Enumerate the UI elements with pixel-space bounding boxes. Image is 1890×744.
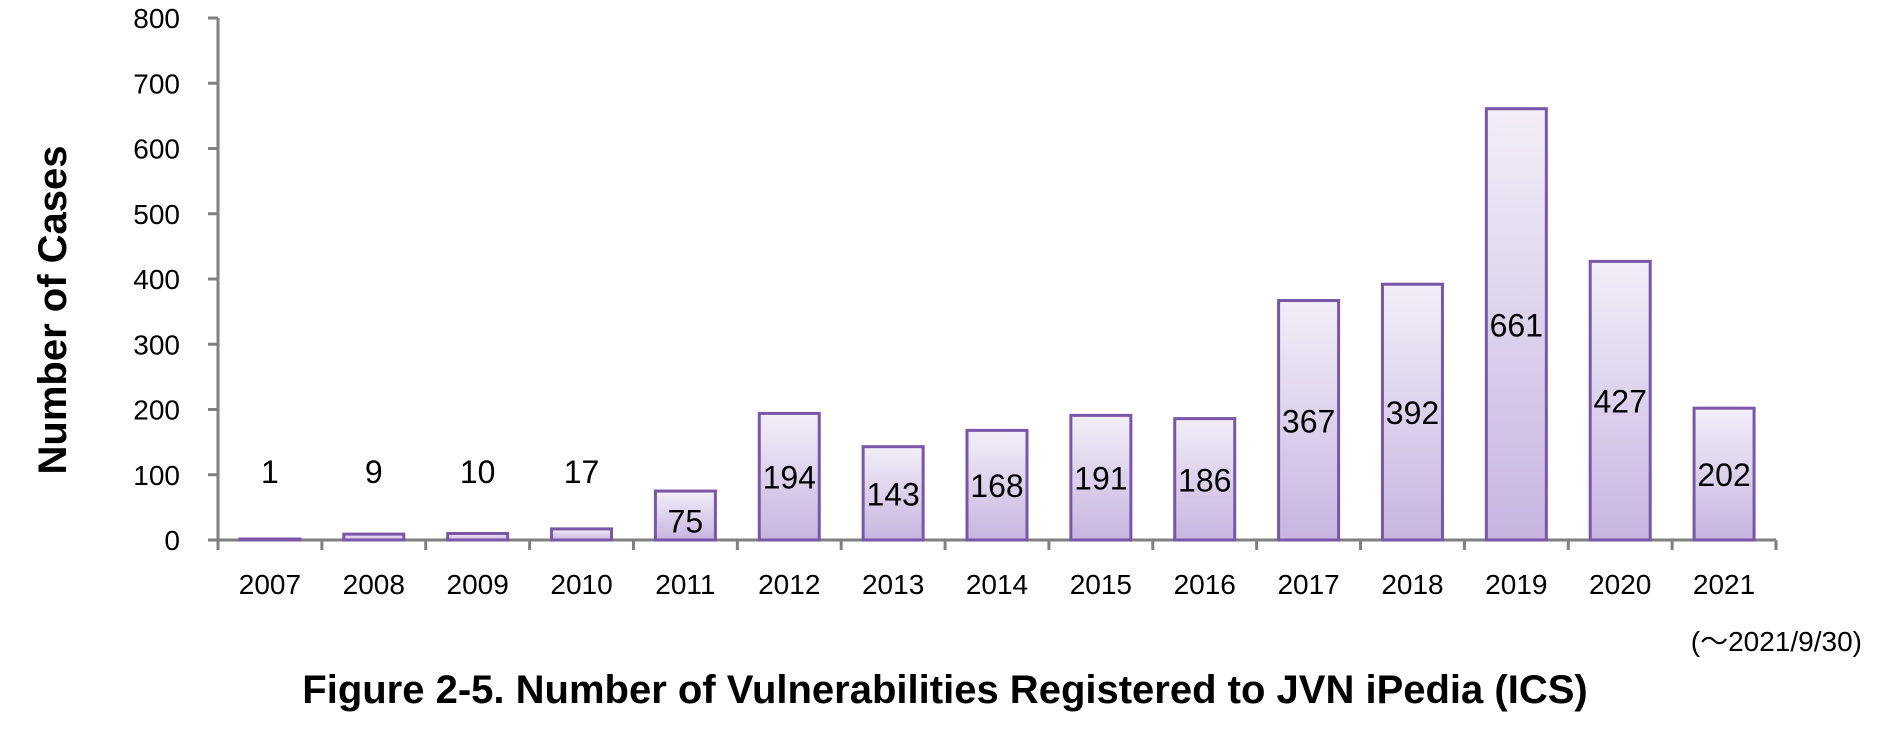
data-label: 143: [866, 476, 919, 512]
bar: [550, 527, 614, 542]
x-tick-label: 2016: [1174, 569, 1236, 600]
y-axis-label: Number of Cases: [31, 146, 75, 475]
x-tick-label: 2021: [1693, 569, 1755, 600]
y-tick-label: 400: [133, 264, 180, 295]
bar: [342, 532, 406, 542]
bar: [238, 537, 302, 542]
y-tick-label: 300: [133, 329, 180, 360]
data-label: 392: [1386, 395, 1439, 431]
bar: [1380, 282, 1444, 542]
x-tick-label: 2019: [1485, 569, 1547, 600]
bars: [238, 107, 1756, 542]
bar: [1588, 259, 1652, 542]
bar: [757, 411, 821, 542]
x-tick-label: 2008: [343, 569, 405, 600]
data-label: 1: [261, 454, 279, 490]
x-tick-label: 2017: [1277, 569, 1339, 600]
data-label: 10: [460, 454, 496, 490]
bar: [861, 445, 925, 542]
date-note: (～2021/9/30): [1690, 626, 1862, 657]
x-tick-label: 2012: [758, 569, 820, 600]
figure-title: Figure 2-5. Number of Vulnerabilities Re…: [302, 668, 1588, 712]
x-tick-label: 2007: [239, 569, 301, 600]
y-tick-label: 800: [133, 3, 180, 34]
x-tick-label: 2009: [447, 569, 509, 600]
y-tick-label: 100: [133, 460, 180, 491]
data-labels: 2007 1 2008 9 2009 10 2010 17 2011 75 2012 194 2013 1…: [239, 307, 1755, 600]
data-label: 75: [668, 503, 704, 539]
data-label: 9: [365, 454, 383, 490]
data-label: 661: [1490, 307, 1543, 343]
data-label: 427: [1594, 384, 1647, 420]
y-tick-label: 0: [164, 525, 180, 556]
x-tick-label: 2010: [550, 569, 612, 600]
bar: [653, 489, 717, 542]
bar: [1069, 413, 1133, 542]
bar: [1484, 107, 1548, 542]
bar: [446, 531, 510, 542]
y-tick-label: 500: [133, 199, 180, 230]
data-label: 168: [970, 468, 1023, 504]
data-label: 17: [564, 454, 600, 490]
data-label: 202: [1697, 457, 1750, 493]
x-tick-label: 2011: [655, 569, 715, 600]
x-tick-label: 2014: [966, 569, 1028, 600]
x-tick-label: 2020: [1589, 569, 1651, 600]
bar: [1692, 406, 1756, 542]
data-label: 186: [1178, 462, 1231, 498]
bar: [965, 428, 1029, 542]
x-tick-label: 2013: [862, 569, 924, 600]
bar: [1277, 299, 1341, 542]
y-tick-label: 700: [133, 68, 180, 99]
data-label: 191: [1074, 461, 1127, 497]
y-tick-label: 200: [133, 395, 180, 426]
x-tick-label: 2018: [1381, 569, 1443, 600]
y-tick-label: 600: [133, 134, 180, 165]
data-label: 367: [1282, 403, 1335, 439]
bar: [1173, 417, 1237, 542]
data-label: 194: [763, 460, 816, 496]
x-tick-label: 2015: [1070, 569, 1132, 600]
